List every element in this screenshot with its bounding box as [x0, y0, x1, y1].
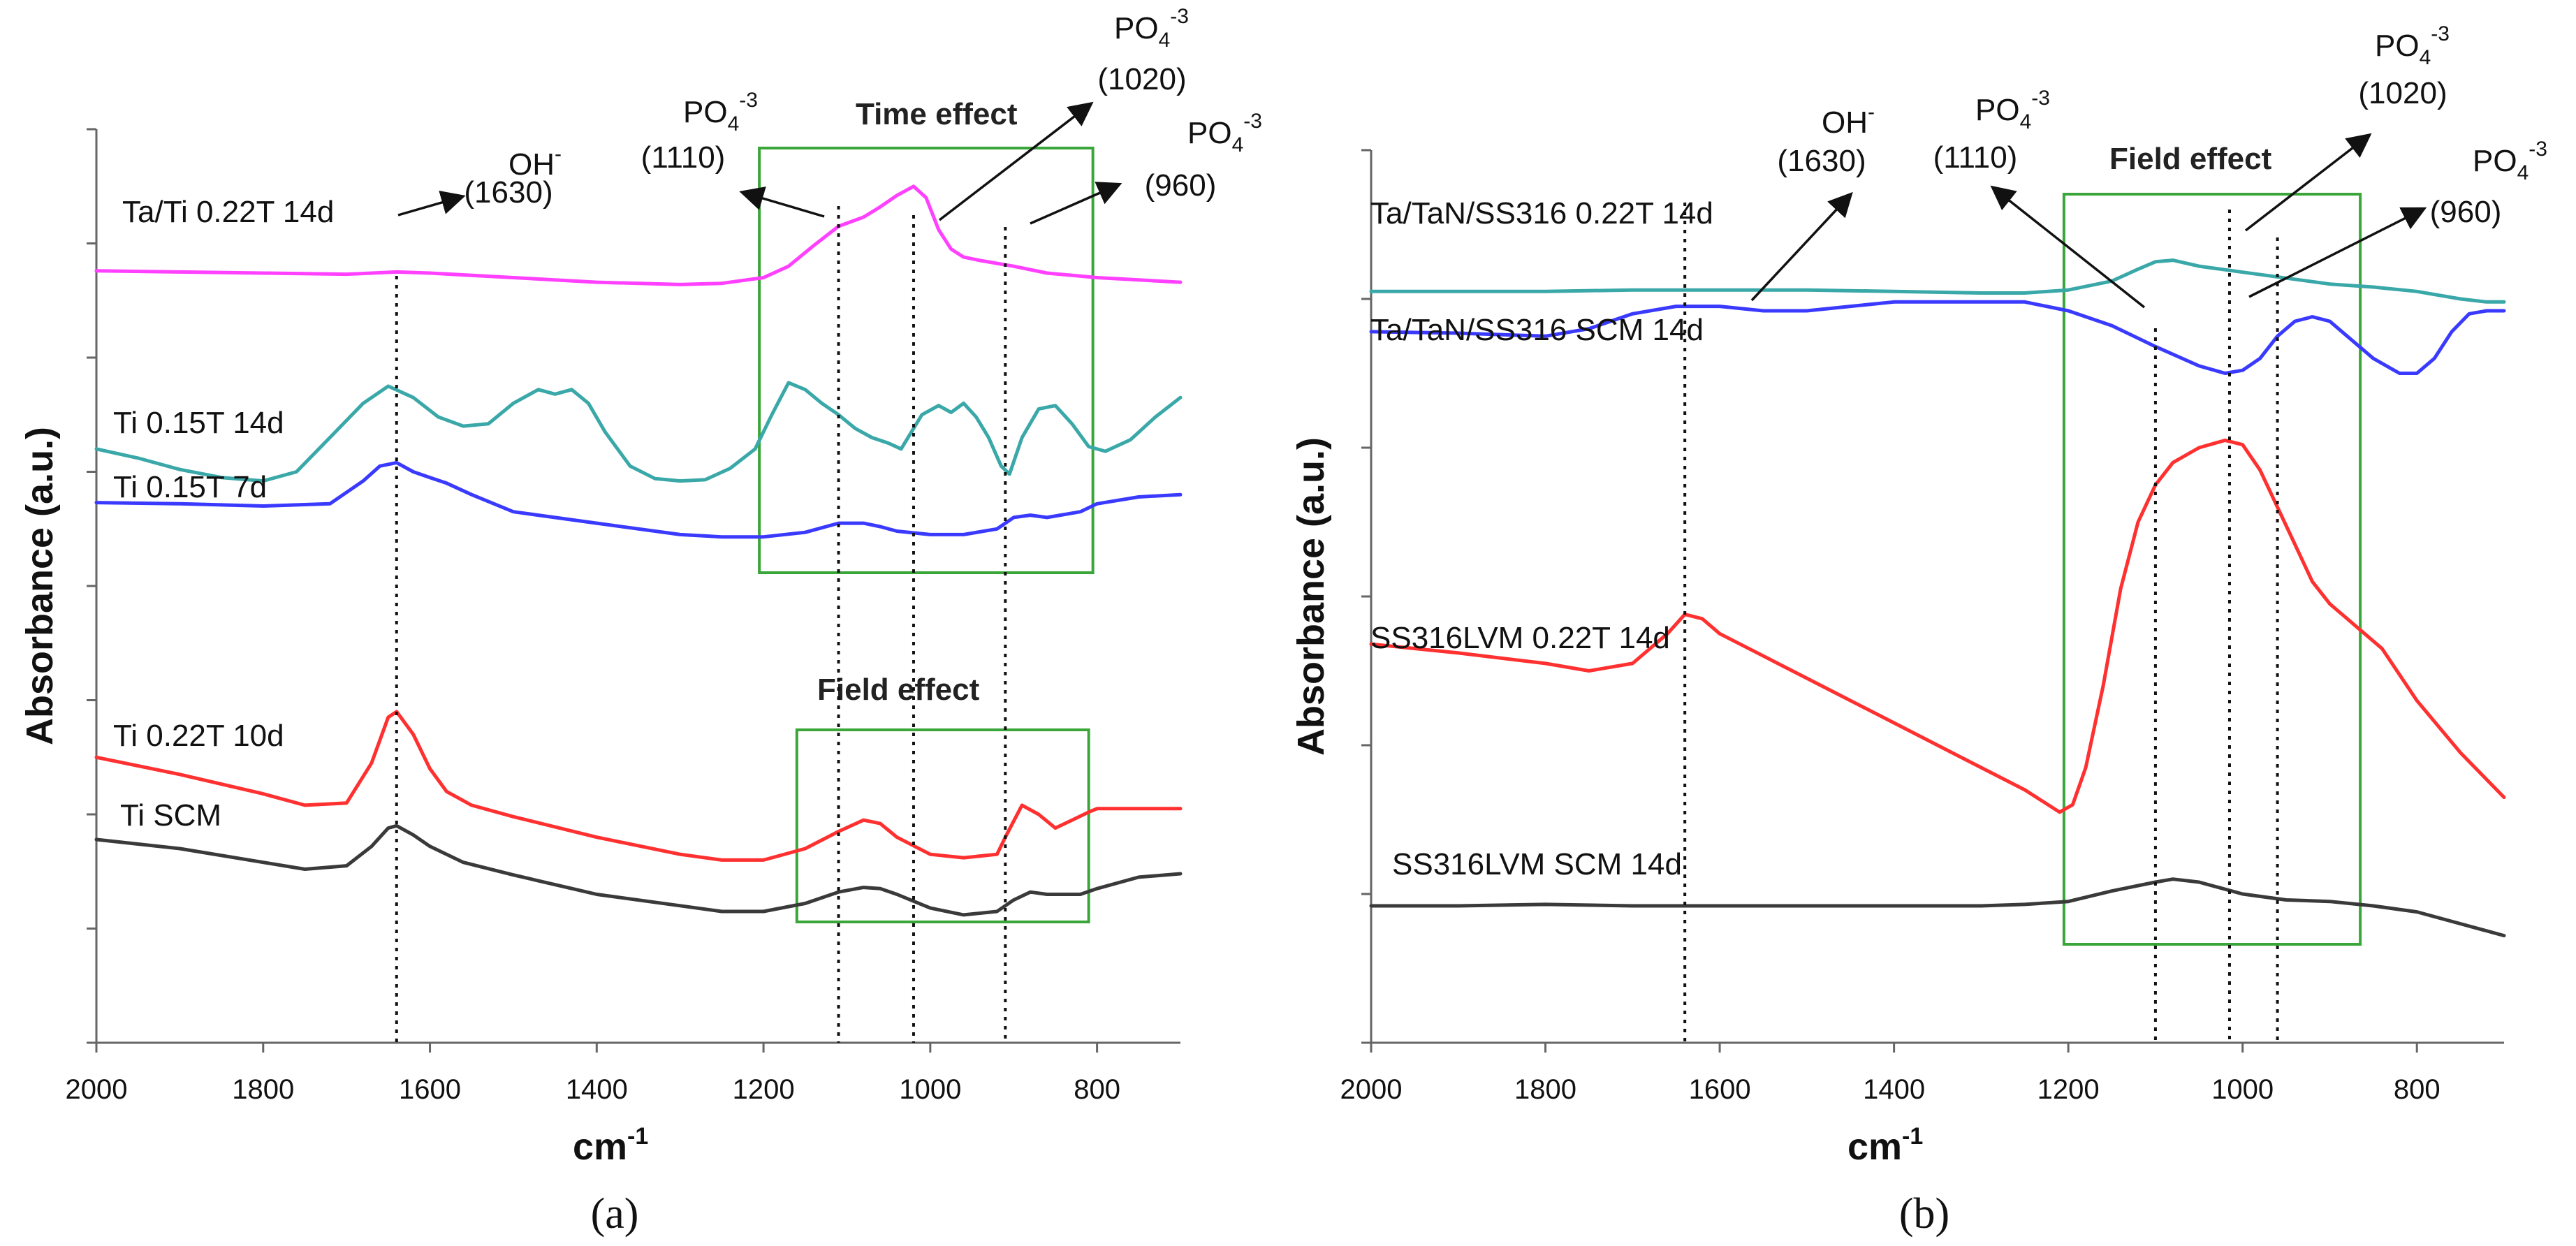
panel-b: 2000 1800 1600 1400 1200 1000 800 cm-1 Absorbanc…	[1290, 22, 2547, 1238]
effect-box-label: Time effect	[856, 97, 1018, 131]
peak-annotation: PO4-3	[2375, 22, 2450, 69]
x-tick-label: 1800	[232, 1074, 294, 1105]
series-line	[94, 823, 1183, 917]
series-label: Ti 0.15T 14d	[113, 406, 284, 440]
annotation-arrow	[2248, 207, 2427, 298]
y-axis-title: Absorbance (a.u.)	[19, 427, 61, 745]
series-label: Ta/TaN/SS316 SCM 14d	[1370, 313, 1704, 347]
series-label: Ta/TaN/SS316 0.22T 14d	[1370, 196, 1713, 230]
x-tick-label: 1200	[2037, 1074, 2100, 1105]
annotation-arrow	[1750, 191, 1853, 302]
panel-label: (a)	[591, 1190, 639, 1238]
series-line	[94, 710, 1183, 862]
effect-box-label: Field effect	[2109, 142, 2272, 176]
peak-annotation-value: (1630)	[1777, 144, 1866, 178]
peak-annotation: OH-	[508, 142, 562, 182]
effect-box-label: Field effect	[817, 673, 980, 707]
annotation-arrow	[1990, 185, 2146, 309]
x-tick-label: 1600	[1689, 1074, 1751, 1105]
peak-annotation: PO4-3	[683, 89, 758, 135]
series-label: Ti SCM	[120, 798, 221, 833]
effect-box	[795, 728, 1090, 923]
annotation-arrow	[938, 101, 1094, 221]
x-tick-label: 2000	[1340, 1074, 1403, 1105]
annotation-arrow	[739, 186, 825, 218]
series-label: SS316LVM 0.22T 14d	[1370, 621, 1670, 655]
peak-annotation: PO4-3	[2473, 138, 2547, 184]
series-label: Ti 0.15T 7d	[113, 470, 267, 504]
series-line	[94, 381, 1183, 483]
effect-box	[2062, 193, 2362, 946]
effect-box	[758, 147, 1095, 574]
series-line	[1369, 258, 2506, 304]
series-label: SS316LVM SCM 14d	[1392, 847, 1682, 881]
peak-annotation-value: (1020)	[2358, 76, 2447, 110]
peak-annotation-value: (1630)	[464, 175, 552, 210]
x-tick-label: 1000	[2211, 1074, 2274, 1105]
series-line	[94, 184, 1183, 286]
annotation-arrow	[397, 190, 466, 217]
x-tick-label: 1400	[566, 1074, 628, 1105]
x-tick-label: 800	[1074, 1074, 1120, 1105]
panel-a: 2000 1800 1600 1400 1200 1000 800 cm-1 Absorbanc…	[19, 5, 1262, 1238]
series-label: Ti 0.22T 10d	[113, 719, 284, 753]
x-axis-title: cm-1	[573, 1123, 648, 1168]
x-axis-title: cm-1	[1847, 1123, 1923, 1168]
x-tick-label: 1400	[1863, 1074, 1925, 1105]
peak-annotation: PO4-3	[1187, 110, 1262, 156]
y-axis-title: Absorbance (a.u.)	[1290, 437, 1332, 756]
peak-annotation-value: (1110)	[641, 140, 726, 175]
peak-annotation: PO4-3	[1975, 87, 2050, 133]
peak-annotation-value: (1020)	[1097, 62, 1186, 96]
peak-annotation-value: (960)	[1145, 168, 1217, 203]
peak-annotation-value: (960)	[2430, 195, 2502, 229]
x-tick-label: 2000	[66, 1074, 128, 1105]
x-tick-label: 1600	[399, 1074, 461, 1105]
series-line	[1369, 300, 2506, 375]
series-line	[94, 460, 1183, 539]
annotation-arrow	[1030, 182, 1122, 225]
peak-annotation: PO4-3	[1114, 5, 1189, 52]
peak-annotation: OH-	[1822, 101, 1875, 140]
annotation-arrow	[2244, 133, 2372, 232]
x-tick-label: 1200	[733, 1074, 795, 1105]
x-tick-label: 800	[2394, 1074, 2440, 1105]
series-label: Ta/Ti 0.22T 14d	[122, 195, 334, 229]
x-tick-label: 1000	[899, 1074, 961, 1105]
series-line	[1369, 877, 2506, 938]
x-tick-label: 1800	[1514, 1074, 1576, 1105]
panel-label: (b)	[1899, 1190, 1949, 1238]
series-line	[1369, 438, 2506, 814]
peak-annotation-value: (1110)	[1933, 140, 2018, 175]
